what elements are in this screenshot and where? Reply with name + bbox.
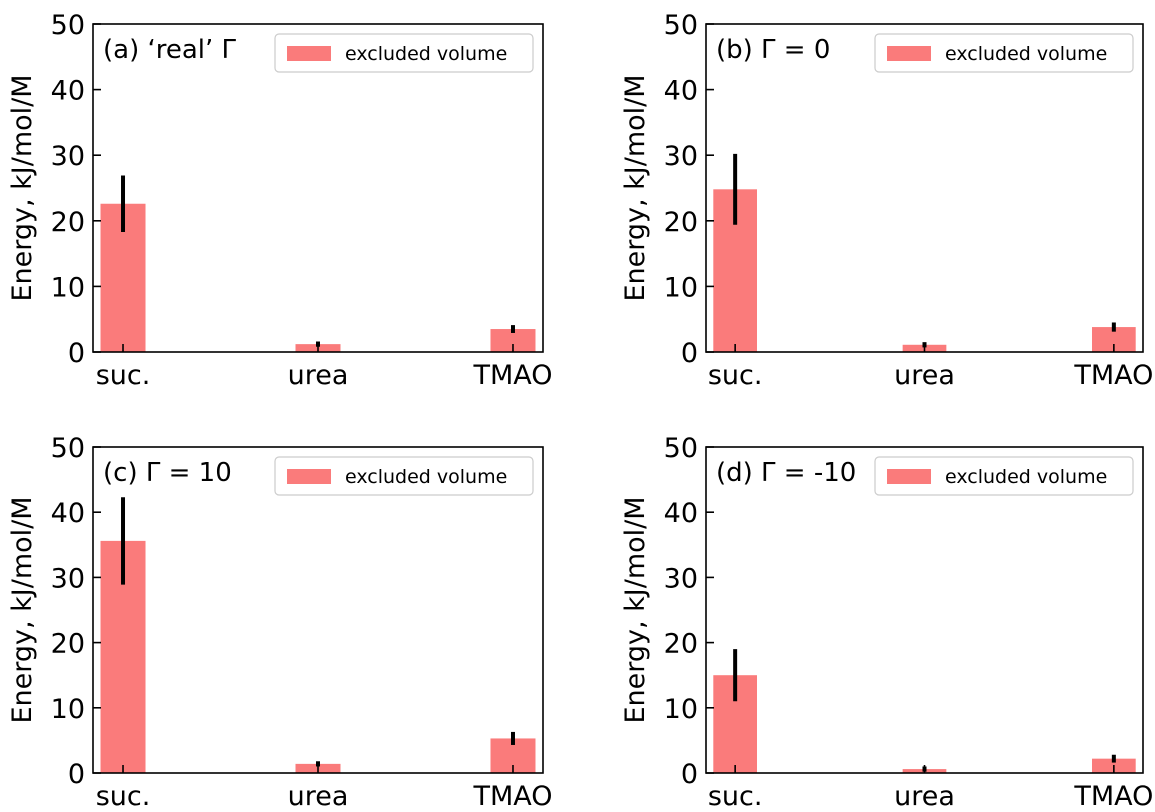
y-tick-label: 40: [664, 498, 698, 529]
axes-frame: [705, 23, 1144, 353]
y-tick-label: 40: [51, 498, 85, 529]
legend-box: [274, 33, 534, 73]
axes-frame: [705, 446, 1144, 774]
y-axis-label: Energy, kJ/mol/M: [7, 74, 38, 301]
panel-label: (d) Γ = -10: [716, 458, 856, 488]
y-tick-label: 40: [664, 76, 698, 107]
x-tick-label: suc.: [708, 781, 763, 812]
panel-label: (a) ‘real’ Γ: [103, 35, 237, 65]
legend-swatch: [887, 469, 931, 484]
legend-box: [874, 33, 1134, 73]
y-tick-label: 30: [51, 563, 85, 594]
legend-swatch: [287, 46, 331, 61]
x-tick-label: suc.: [96, 781, 151, 812]
chart-panel-4: 0 10 20 30 40 50 suc. urea TMAO Energy, kJ/mol/M (…: [620, 433, 1153, 812]
y-tick-label: 30: [51, 141, 85, 172]
y-tick-label: 10: [664, 694, 698, 725]
x-tick-label: urea: [288, 360, 349, 391]
y-tick-label: 20: [664, 629, 698, 660]
legend-label: excluded volume: [345, 43, 507, 65]
y-tick-label: 30: [664, 141, 698, 172]
x-tick-label: suc.: [96, 360, 151, 391]
chart-panel-3: 0 10 20 30 40 50 suc. urea TMAO Energy, kJ/mol/M (…: [7, 433, 553, 812]
y-tick-label: 0: [681, 338, 698, 369]
y-tick-label: 30: [664, 563, 698, 594]
x-tick-label: suc.: [708, 360, 763, 391]
axes-frame: [92, 446, 544, 774]
y-axis-label: Energy, kJ/mol/M: [620, 496, 651, 723]
x-tick-label: TMAO: [472, 781, 552, 812]
legend-box: [274, 456, 534, 496]
panel-label: (c) Γ = 10: [103, 458, 232, 488]
y-axis-label: Energy, kJ/mol/M: [620, 74, 651, 301]
legend-swatch: [887, 46, 931, 61]
panel-label: (b) Γ = 0: [716, 35, 830, 65]
axes-frame: [92, 23, 544, 353]
x-tick-label: urea: [288, 781, 349, 812]
y-tick-label: 0: [68, 759, 85, 790]
y-tick-label: 10: [664, 272, 698, 303]
y-axis-label: Energy, kJ/mol/M: [7, 496, 38, 723]
legend-box: [874, 456, 1134, 496]
legend-label: excluded volume: [945, 43, 1107, 65]
y-tick-label: 50: [664, 433, 698, 464]
y-tick-label: 10: [51, 272, 85, 303]
y-tick-label: 50: [51, 433, 85, 464]
x-tick-label: TMAO: [472, 360, 552, 391]
chart-panel-1: 0 10 20 30 40 50 suc. urea TMAO Energy, kJ/mol/M (…: [7, 10, 553, 391]
legend-swatch: [287, 469, 331, 484]
x-tick-label: TMAO: [1073, 781, 1153, 812]
x-tick-label: urea: [894, 360, 955, 391]
y-tick-label: 0: [681, 759, 698, 790]
y-tick-label: 40: [51, 76, 85, 107]
bar-tmao: [490, 329, 536, 352]
x-tick-label: TMAO: [1073, 360, 1153, 391]
y-tick-label: 50: [664, 10, 698, 41]
y-tick-label: 10: [51, 694, 85, 725]
chart-panel-2: 0 10 20 30 40 50 suc. urea TMAO Energy, kJ/mol/M (…: [620, 10, 1153, 391]
y-tick-label: 20: [664, 207, 698, 238]
x-tick-label: urea: [894, 781, 955, 812]
y-tick-label: 20: [51, 629, 85, 660]
y-tick-label: 50: [51, 10, 85, 41]
legend-label: excluded volume: [345, 466, 507, 488]
legend-label: excluded volume: [945, 466, 1107, 488]
y-tick-label: 20: [51, 207, 85, 238]
y-tick-label: 0: [68, 338, 85, 369]
